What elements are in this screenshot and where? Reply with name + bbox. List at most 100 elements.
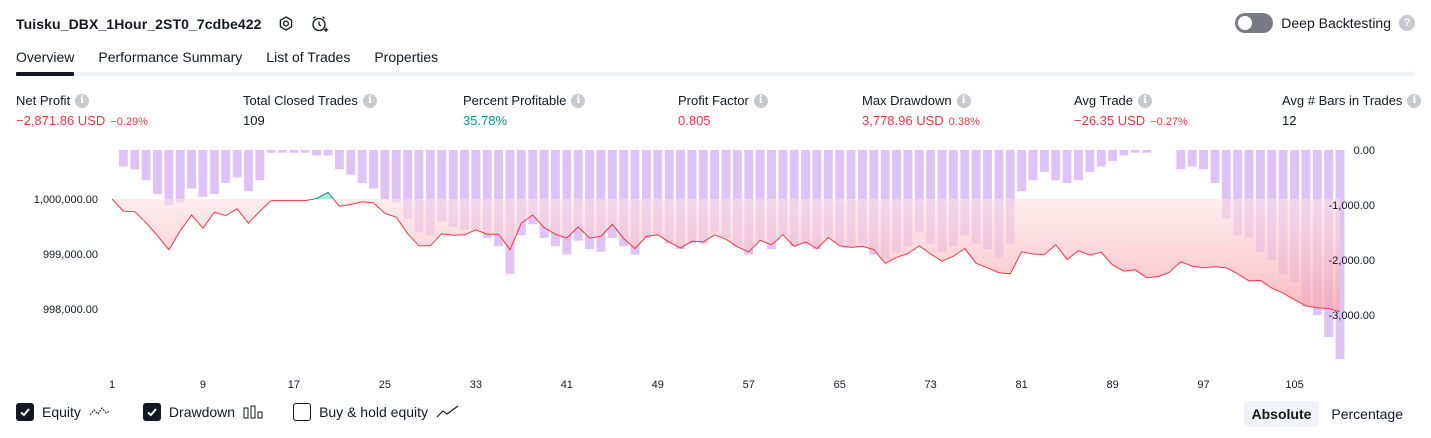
drawdown-bar xyxy=(755,150,765,241)
metric-total-closed-trades: Total Closed Trades i 109 xyxy=(243,93,377,128)
buy-hold-checkbox[interactable] xyxy=(293,403,312,421)
metric-avg-bars: Avg # Bars in Trades i 12 xyxy=(1282,93,1422,128)
drawdown-bar xyxy=(687,150,697,244)
buy-hold-line-icon xyxy=(436,405,459,418)
drawdown-bar xyxy=(971,150,981,244)
drawdown-bar xyxy=(414,150,424,233)
settings-gear-icon[interactable] xyxy=(276,14,296,34)
drawdown-bar xyxy=(130,150,140,170)
drawdown-bar xyxy=(1039,150,1049,172)
info-icon[interactable]: i xyxy=(571,93,586,108)
drawdown-bar xyxy=(789,150,799,247)
drawdown-bar xyxy=(1096,150,1106,167)
drawdown-bar xyxy=(437,150,447,222)
equity-area-below xyxy=(112,199,1340,312)
chart-legend: Equity Drawdown Buy & hold equity xyxy=(16,403,460,421)
drawdown-bar xyxy=(1221,150,1231,219)
right-axis-tick: -1,000.00 xyxy=(1329,200,1375,212)
drawdown-bar xyxy=(653,150,663,236)
tab-properties[interactable]: Properties xyxy=(374,49,439,65)
drawdown-bar xyxy=(607,150,617,238)
x-axis-tick: 9 xyxy=(200,379,206,391)
drawdown-bar xyxy=(403,150,413,219)
drawdown-bar xyxy=(187,150,197,189)
drawdown-bar xyxy=(198,150,208,197)
drawdown-bar xyxy=(278,150,287,153)
tab-performance-summary[interactable]: Performance Summary xyxy=(98,49,243,65)
metric-value: 35.78% xyxy=(463,113,508,128)
drawdown-bar xyxy=(334,150,344,170)
drawdown-bar xyxy=(266,150,276,153)
drawdown-bar xyxy=(346,150,356,175)
help-question-icon[interactable]: ? xyxy=(1399,15,1415,31)
metric-percent: −0.29% xyxy=(110,116,148,128)
drawdown-bar xyxy=(164,150,174,205)
info-icon[interactable]: i xyxy=(1138,93,1153,108)
drawdown-bar xyxy=(1119,150,1129,156)
metric-value: −2,871.86 USD xyxy=(16,113,106,128)
drawdown-bar xyxy=(153,150,162,194)
drawdown-bar xyxy=(1028,150,1038,181)
right-axis-tick: -3,000.00 xyxy=(1329,310,1375,322)
legend-buy-hold[interactable]: Buy & hold equity xyxy=(293,403,460,421)
metric-percent: 0.38% xyxy=(948,116,980,128)
deep-backtesting-toggle[interactable] xyxy=(1235,13,1274,33)
drawdown-bar xyxy=(289,150,299,153)
drawdown-bar xyxy=(528,150,538,225)
legend-equity[interactable]: Equity xyxy=(16,403,113,421)
drawdown-bar xyxy=(1017,150,1027,192)
info-icon[interactable]: i xyxy=(362,93,377,108)
info-icon[interactable]: i xyxy=(753,93,768,108)
tab-overview[interactable]: Overview xyxy=(16,44,75,76)
drawdown-bar xyxy=(391,150,401,203)
deep-backtesting: Deep Backtesting ? xyxy=(1235,13,1415,33)
equity-checkbox[interactable] xyxy=(16,403,34,421)
drawdown-bar xyxy=(835,150,845,244)
drawdown-bar xyxy=(209,150,219,194)
info-icon[interactable]: i xyxy=(1407,93,1422,108)
drawdown-bar xyxy=(516,150,526,236)
drawdown-bar xyxy=(244,150,253,192)
drawdown-bar xyxy=(698,150,708,244)
equity-drawdown-chart[interactable]: 1,000,000.00 999,000.00 998,000.00 0.00 -1,0… xyxy=(0,140,1431,398)
metric-profit-factor: Profit Factor i 0.805 xyxy=(678,93,768,128)
drawdown-bar xyxy=(232,150,242,178)
legend-drawdown[interactable]: Drawdown xyxy=(142,403,263,421)
metric-percent: −0.27% xyxy=(1150,116,1188,128)
metric-label: Max Drawdown xyxy=(862,93,952,108)
drawdown-bar xyxy=(1210,150,1220,183)
legend-label: Equity xyxy=(42,404,81,420)
absolute-button[interactable]: Absolute xyxy=(1243,401,1320,427)
drawdown-bar xyxy=(1142,150,1152,153)
left-axis-tick: 999,000.00 xyxy=(43,249,98,261)
drawdown-bar xyxy=(1130,150,1140,153)
add-alert-clock-icon[interactable] xyxy=(310,14,330,34)
drawdown-bar xyxy=(357,150,367,183)
report-tabs: Overview Performance Summary List of Tra… xyxy=(16,44,1415,76)
x-axis-tick: 89 xyxy=(1106,379,1118,391)
metrics-row: Net Profit i −2,871.86 USD −0.29% Total Cl… xyxy=(16,93,1422,133)
tab-list-of-trades[interactable]: List of Trades xyxy=(266,49,351,65)
drawdown-bar xyxy=(1233,150,1243,236)
equity-line-above xyxy=(112,191,335,199)
metric-value: 3,778.96 USD xyxy=(862,113,944,128)
info-icon[interactable]: i xyxy=(956,93,971,108)
metric-value: −26.35 USD xyxy=(1074,113,1146,128)
legend-label: Buy & hold equity xyxy=(319,404,429,420)
drawdown-bar xyxy=(1085,150,1095,172)
drawdown-bar xyxy=(494,150,504,247)
value-mode-switch: Absolute Percentage xyxy=(1243,401,1412,427)
info-icon[interactable]: i xyxy=(75,93,90,108)
metric-net-profit: Net Profit i −2,871.86 USD −0.29% xyxy=(16,93,148,128)
metric-percent-profitable: Percent Profitable i 35.78% xyxy=(463,93,586,128)
percentage-button[interactable]: Percentage xyxy=(1331,406,1403,422)
right-axis-tick: -2,000.00 xyxy=(1329,255,1375,267)
drawdown-bar xyxy=(460,150,469,230)
metric-label: Avg Trade xyxy=(1074,93,1134,108)
metric-value: 109 xyxy=(243,113,265,128)
drawdown-checkbox[interactable] xyxy=(142,403,161,421)
drawdown-bar xyxy=(369,150,378,189)
drawdown-bar xyxy=(1108,150,1118,161)
drawdown-bar xyxy=(721,150,731,238)
drawdown-bar xyxy=(778,150,788,236)
